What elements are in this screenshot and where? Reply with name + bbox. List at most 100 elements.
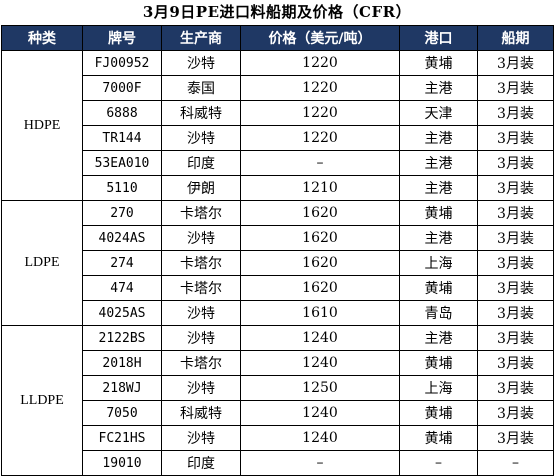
port-cell: 主港 bbox=[399, 75, 478, 101]
table-row: LDPE 270 卡塔尔 1620 黄埔 3月装 bbox=[1, 200, 554, 326]
category-cell: LLDPE bbox=[1, 325, 83, 476]
header-price: 价格（美元/吨） bbox=[240, 25, 400, 51]
producer-cell: 卡塔尔 bbox=[161, 200, 241, 226]
table-row: 6888 科威特 1220 天津 3月装 bbox=[2, 100, 554, 126]
grade-cell: 4024AS bbox=[82, 225, 162, 251]
port-cell: 主港 bbox=[399, 150, 478, 176]
table-row: HDPE FJ00952 沙特 1220 黄埔 3月装 bbox=[1, 50, 554, 201]
grade-cell: TR144 bbox=[82, 125, 162, 151]
table-row: 4024AS 沙特 1620 主港 3月装 bbox=[2, 225, 554, 251]
price-cell: 1220 bbox=[240, 75, 400, 101]
port-cell: 黄埔 bbox=[399, 350, 478, 376]
table-row: 19010 印度 – – – bbox=[2, 450, 554, 476]
producer-cell: 沙特 bbox=[161, 225, 241, 251]
shipping-cell: 3月装 bbox=[477, 100, 554, 126]
grade-cell: 6888 bbox=[82, 100, 162, 126]
port-cell: 黄埔 bbox=[399, 275, 478, 301]
port-cell: 黄埔 bbox=[399, 425, 478, 451]
table-row: 7050 科威特 1240 黄埔 3月装 bbox=[2, 400, 554, 426]
grade-cell: 7000F bbox=[82, 75, 162, 101]
port-cell: 主港 bbox=[399, 175, 478, 201]
producer-cell: 科威特 bbox=[161, 100, 241, 126]
producer-cell: 科威特 bbox=[161, 400, 241, 426]
price-cell: 1240 bbox=[240, 400, 400, 426]
grade-cell: 274 bbox=[82, 250, 162, 276]
shipping-cell: 3月装 bbox=[477, 350, 554, 376]
table-body: HDPE FJ00952 沙特 1220 黄埔 3月装 7000F 泰国 1220 主港 3月装 68… bbox=[1, 50, 554, 476]
category-cell: LDPE bbox=[1, 200, 83, 326]
table-row: LLDPE 2122BS 沙特 1240 主港 3月装 bbox=[1, 325, 554, 476]
price-cell: 1620 bbox=[240, 275, 400, 301]
header-category: 种类 bbox=[1, 25, 83, 51]
category-cell: HDPE bbox=[1, 50, 83, 201]
shipping-cell: 3月装 bbox=[477, 375, 554, 401]
shipping-cell: 3月装 bbox=[477, 75, 554, 101]
shipping-cell: 3月装 bbox=[477, 250, 554, 276]
producer-cell: 印度 bbox=[161, 450, 241, 476]
price-table: 种类 牌号 生产商 价格（美元/吨） 港口 船期 HDPE FJ00952 沙特 12… bbox=[1, 25, 554, 476]
grade-cell: 5110 bbox=[82, 175, 162, 201]
header-grade: 牌号 bbox=[82, 25, 162, 51]
shipping-cell: 3月装 bbox=[477, 150, 554, 176]
price-cell: 1240 bbox=[240, 325, 400, 351]
table-row: 7000F 泰国 1220 主港 3月装 bbox=[2, 75, 554, 101]
table-row: 4025AS 沙特 1610 青岛 3月装 bbox=[2, 300, 554, 326]
producer-cell: 卡塔尔 bbox=[161, 275, 241, 301]
table-row: 274 卡塔尔 1620 上海 3月装 bbox=[2, 250, 554, 276]
grade-cell: 19010 bbox=[82, 450, 162, 476]
header-row: 种类 牌号 生产商 价格（美元/吨） 港口 船期 bbox=[1, 25, 554, 51]
table-row: 5110 伊朗 1210 主港 3月装 bbox=[2, 175, 554, 201]
producer-cell: 沙特 bbox=[161, 325, 241, 351]
shipping-cell: 3月装 bbox=[477, 225, 554, 251]
table-header: 种类 牌号 生产商 价格（美元/吨） 港口 船期 bbox=[1, 25, 554, 51]
price-cell: 1620 bbox=[240, 200, 400, 226]
port-cell: 黄埔 bbox=[399, 400, 478, 426]
grade-cell: FC21HS bbox=[82, 425, 162, 451]
shipping-cell: 3月装 bbox=[477, 425, 554, 451]
price-cell: 1240 bbox=[240, 425, 400, 451]
grade-cell: 474 bbox=[82, 275, 162, 301]
producer-cell: 卡塔尔 bbox=[161, 250, 241, 276]
grade-cell: 2122BS bbox=[82, 325, 162, 351]
price-cell: – bbox=[240, 450, 400, 476]
header-producer: 生产商 bbox=[161, 25, 241, 51]
producer-cell: 沙特 bbox=[161, 50, 241, 76]
table-row: TR144 沙特 1220 主港 3月装 bbox=[2, 125, 554, 151]
shipping-cell: 3月装 bbox=[477, 275, 554, 301]
table-row: 218WJ 沙特 1250 上海 3月装 bbox=[2, 375, 554, 401]
price-cell: 1220 bbox=[240, 50, 400, 76]
header-shipping: 船期 bbox=[477, 25, 554, 51]
table-row: 53EA010 印度 – 主港 3月装 bbox=[2, 150, 554, 176]
shipping-cell: 3月装 bbox=[477, 175, 554, 201]
producer-cell: 沙特 bbox=[161, 375, 241, 401]
page-title: 3月9日PE进口料船期及价格（CFR） bbox=[142, 3, 412, 21]
price-cell: 1250 bbox=[240, 375, 400, 401]
shipping-cell: 3月装 bbox=[477, 300, 554, 326]
port-cell: 黄埔 bbox=[399, 50, 478, 76]
price-cell: 1620 bbox=[240, 250, 400, 276]
port-cell: 天津 bbox=[399, 100, 478, 126]
producer-cell: 伊朗 bbox=[161, 175, 241, 201]
price-cell: 1240 bbox=[240, 350, 400, 376]
table-row: 474 卡塔尔 1620 黄埔 3月装 bbox=[2, 275, 554, 301]
port-cell: 上海 bbox=[399, 375, 478, 401]
grade-cell: 7050 bbox=[82, 400, 162, 426]
shipping-cell: 3月装 bbox=[477, 400, 554, 426]
grade-cell: 4025AS bbox=[82, 300, 162, 326]
producer-cell: 沙特 bbox=[161, 125, 241, 151]
price-cell: 1220 bbox=[240, 125, 400, 151]
grade-cell: FJ00952 bbox=[82, 50, 162, 76]
price-cell: 1220 bbox=[240, 100, 400, 126]
shipping-cell: 3月装 bbox=[477, 125, 554, 151]
price-cell: 1610 bbox=[240, 300, 400, 326]
grade-cell: 53EA010 bbox=[82, 150, 162, 176]
price-cell: 1620 bbox=[240, 225, 400, 251]
port-cell: 主港 bbox=[399, 225, 478, 251]
producer-cell: 卡塔尔 bbox=[161, 350, 241, 376]
producer-cell: 沙特 bbox=[161, 425, 241, 451]
table-row: FC21HS 沙特 1240 黄埔 3月装 bbox=[2, 425, 554, 451]
port-cell: 上海 bbox=[399, 250, 478, 276]
port-cell: 主港 bbox=[399, 325, 478, 351]
price-cell: – bbox=[240, 150, 400, 176]
port-cell: 青岛 bbox=[399, 300, 478, 326]
